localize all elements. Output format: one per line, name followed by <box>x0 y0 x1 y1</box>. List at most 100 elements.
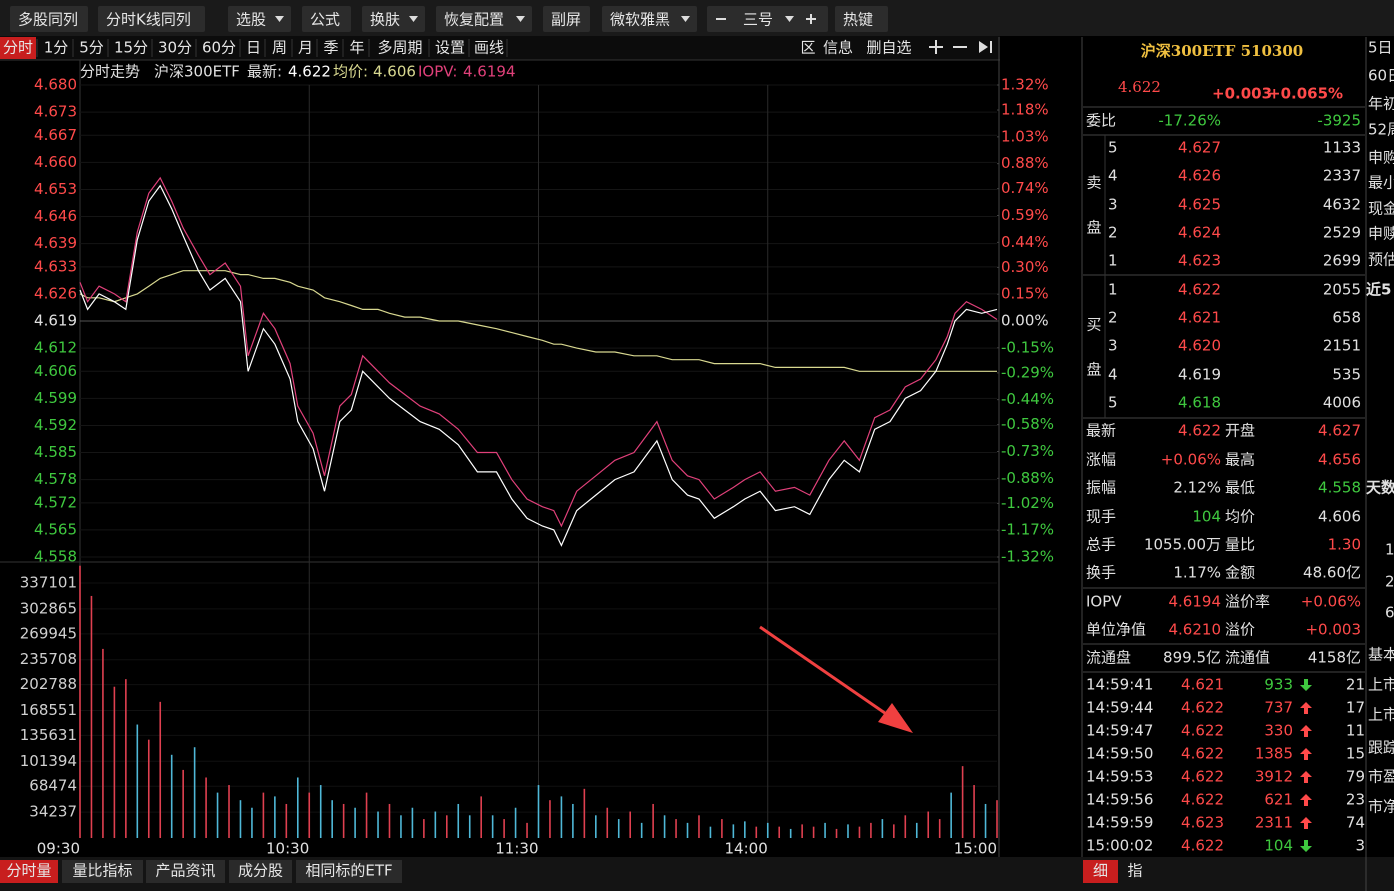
volume-bar <box>377 811 379 838</box>
direction-arrow <box>1300 840 1312 852</box>
period-tab[interactable]: 30分 <box>158 39 192 57</box>
volume-bar <box>102 648 104 838</box>
toolbar-button[interactable] <box>98 6 205 32</box>
volume-bar <box>893 824 895 838</box>
toolbar-button[interactable] <box>228 6 291 32</box>
side-label: 年初 <box>1368 95 1394 113</box>
period-tab[interactable]: 分时 <box>3 39 33 57</box>
toolbar-button[interactable] <box>10 6 88 32</box>
toolbar-button-label: 副屏 <box>551 11 581 29</box>
period-tab[interactable]: 设置 <box>435 39 465 57</box>
chart-tool[interactable]: 信息 <box>823 39 853 57</box>
toolbar-button[interactable] <box>436 6 532 32</box>
book-price: 4.619 <box>1178 366 1221 384</box>
chart-tool[interactable]: 删自选 <box>866 39 911 57</box>
volume-bar <box>938 819 941 838</box>
bottom-tab-label: 分时量 <box>6 862 51 880</box>
period-tab[interactable]: 画线 <box>474 39 504 57</box>
stat-value: 104 <box>1192 508 1221 526</box>
volume-bar <box>514 807 517 838</box>
y2-tick-label: -0.29% <box>1001 363 1054 381</box>
side-tab[interactable]: 细 <box>1093 862 1108 880</box>
volume-bar <box>755 826 758 838</box>
chart-header: 均价: <box>333 63 368 81</box>
tick-price: 4.622 <box>1181 837 1224 855</box>
y-tick-label: 4.633 <box>34 257 77 275</box>
stat-label: 流通盘 <box>1086 649 1131 667</box>
dropdown-icon <box>275 16 284 22</box>
side-label: 现金 <box>1368 200 1394 218</box>
dropdown-icon <box>516 16 525 22</box>
x-tick-label: 10:30 <box>266 840 309 858</box>
y-tick-label: 4.660 <box>34 153 77 171</box>
y2-tick-label: 1.18% <box>1001 101 1049 119</box>
volume-bar <box>193 747 196 838</box>
volume-bar <box>973 785 975 838</box>
side-label: 2 <box>1385 573 1394 591</box>
period-tab[interactable]: 60分 <box>202 39 236 57</box>
direction-arrow <box>1300 771 1312 783</box>
bottom-tab[interactable] <box>146 860 225 883</box>
stat-value: 4.606 <box>1318 508 1361 526</box>
volume-bar <box>147 739 150 838</box>
volume-bar <box>675 819 677 838</box>
stat-value: 4.6210 <box>1169 621 1222 639</box>
bottom-tab[interactable] <box>229 860 292 883</box>
volume-bar <box>457 803 460 838</box>
period-tab[interactable]: 周 <box>272 39 287 57</box>
tick-time: 14:59:59 <box>1086 814 1153 832</box>
chart-tool[interactable]: 区 <box>800 39 815 57</box>
volume-bar <box>365 792 368 838</box>
y-tick-label: 4.667 <box>34 126 77 144</box>
x-tick-label: 15:00 <box>954 840 997 858</box>
y-tick-label: 4.592 <box>34 416 77 434</box>
period-tab[interactable]: 日 <box>246 39 261 57</box>
period-tab[interactable]: 年 <box>349 39 364 57</box>
stat-value: +0.06% <box>1161 451 1221 469</box>
volume-bar <box>961 766 964 838</box>
volume-tick-label: 337101 <box>20 574 77 592</box>
toolbar-button[interactable] <box>302 6 351 32</box>
stat-value: 4.622 <box>1178 422 1221 440</box>
toolbar-button[interactable] <box>602 6 697 32</box>
toolbar-button[interactable] <box>835 6 888 32</box>
period-tab[interactable]: 多周期 <box>377 39 422 57</box>
y-tick-label: 4.585 <box>34 443 77 461</box>
volume-bar <box>354 807 356 838</box>
stat-label: 溢价 <box>1225 621 1255 639</box>
toolbar-button[interactable] <box>362 6 425 32</box>
period-tab[interactable]: 季 <box>323 39 338 57</box>
toolbar-button[interactable] <box>543 6 590 32</box>
volume-bar <box>274 796 276 838</box>
bottom-tab[interactable] <box>62 860 143 883</box>
period-tab[interactable]: 月 <box>298 39 313 57</box>
tick-price: 4.621 <box>1181 676 1224 694</box>
tick-volume: 1385 <box>1255 745 1293 763</box>
side-label: 预估 <box>1368 251 1394 269</box>
stat-label: 均价 <box>1225 508 1255 526</box>
volume-bar <box>537 785 540 838</box>
period-tab[interactable]: 1分 <box>44 39 69 57</box>
volume-bar <box>572 803 574 838</box>
period-tab[interactable]: 5分 <box>79 39 104 57</box>
bottom-tab[interactable] <box>0 860 58 883</box>
y-tick-label: 4.619 <box>34 312 77 330</box>
volume-tick-label: 269945 <box>20 624 77 642</box>
bottom-tab[interactable] <box>296 860 402 883</box>
stat-value: 1.30 <box>1328 536 1361 554</box>
stat-value: 4.627 <box>1318 422 1361 440</box>
tick-time: 14:59:50 <box>1086 745 1153 763</box>
y2-tick-label: -1.32% <box>1001 548 1054 566</box>
y-tick-label: 4.606 <box>34 362 77 380</box>
toolbar-button-label: 热键 <box>843 11 873 29</box>
side-label: 基本 <box>1368 646 1394 664</box>
chart-header: 4.622 <box>288 63 331 81</box>
stat-value: 1055.00万 <box>1144 536 1221 554</box>
side-tab[interactable]: 指 <box>1127 862 1142 880</box>
stat-label: 总手 <box>1086 536 1116 554</box>
volume-bar <box>606 807 609 838</box>
toolbar-button[interactable] <box>707 6 828 32</box>
period-tab[interactable]: 15分 <box>114 39 148 57</box>
chart-header: 分时走势 <box>80 63 140 81</box>
stat-label: 开盘 <box>1225 422 1255 440</box>
